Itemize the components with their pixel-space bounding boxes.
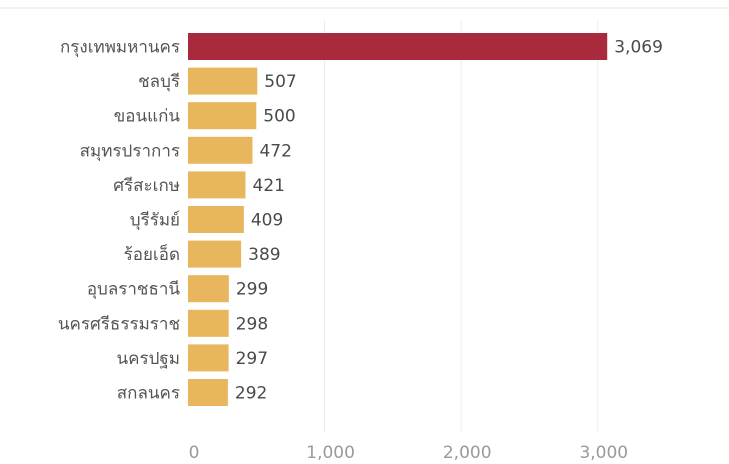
category-label: ขอนแก่น: [114, 107, 181, 127]
bar: [188, 309, 229, 337]
bar: [188, 171, 246, 199]
category-label: สกลนคร: [117, 384, 180, 404]
category-label: กรุงเทพมหานคร: [60, 38, 180, 58]
x-tick-label: 0: [189, 443, 200, 463]
value-label: 389: [248, 245, 280, 265]
category-labels: กรุงเทพมหานครชลบุรีขอนแก่นสมุทรปราการศรี…: [58, 38, 180, 404]
value-labels: 3,069 507 500 472 421 409 389 299 298 297 292: [235, 38, 663, 404]
bar: [188, 33, 608, 60]
category-label: ร้อยเอ็ด: [124, 243, 180, 265]
category-label: นครปฐม: [116, 349, 180, 369]
bar: [188, 206, 244, 233]
grid: [324, 20, 599, 432]
value-label: 292: [235, 384, 267, 404]
value-label: 472: [259, 141, 291, 161]
x-axis-ticks: 0 1,000 2,000 3,000: [189, 443, 629, 463]
bar: [188, 379, 228, 406]
category-label: ชลบุรี: [138, 72, 180, 92]
value-label: 299: [236, 280, 268, 300]
bar: [188, 344, 229, 372]
value-label: 298: [236, 314, 268, 334]
bar: [188, 67, 258, 95]
x-tick-label: 3,000: [579, 443, 628, 463]
bar: [188, 240, 242, 268]
bars: [188, 33, 608, 406]
category-label: ศรีสะเกษ: [113, 176, 180, 196]
category-label: บุรีรัมย์: [130, 211, 180, 231]
x-tick-label: 1,000: [306, 443, 355, 463]
value-label: 409: [251, 211, 283, 231]
value-label: 500: [263, 107, 295, 127]
value-label: 421: [253, 176, 285, 196]
value-label: 297: [236, 349, 268, 369]
bar: [188, 275, 229, 303]
bar: [188, 136, 253, 164]
category-label: นครศรีธรรมราช: [58, 314, 180, 334]
value-label: 507: [264, 72, 296, 92]
category-label: อุบลราชธานี: [87, 280, 181, 300]
category-label: สมุทรปราการ: [80, 141, 180, 161]
bar: [188, 102, 257, 130]
x-tick-label: 2,000: [443, 443, 492, 463]
value-label: 3,069: [614, 38, 663, 58]
